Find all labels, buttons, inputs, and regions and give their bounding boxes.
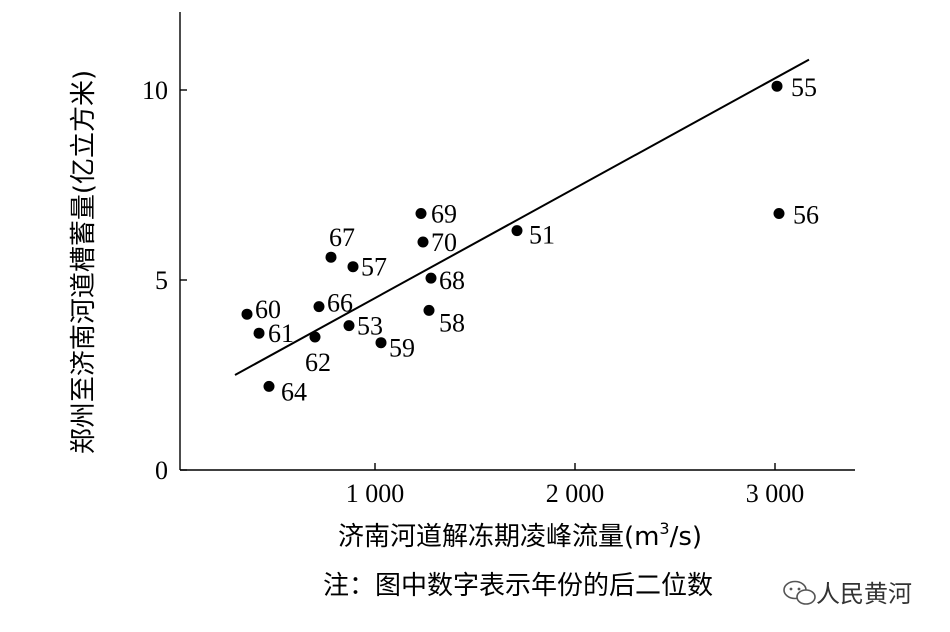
data-points <box>241 80 785 392</box>
point-label: 68 <box>439 266 465 295</box>
x-axis-title-main: 济南河道解冻期凌峰流量(m <box>338 522 659 552</box>
x-tick-label: 1 000 <box>346 479 405 508</box>
x-axis-title-sup: 3 <box>659 519 669 538</box>
data-point <box>347 261 359 273</box>
y-tick-label: 5 <box>155 266 168 295</box>
watermark-text: 人民黄河 <box>816 580 912 608</box>
data-point <box>325 251 337 263</box>
axes: 0 5 10 1 000 2 000 3 000 <box>142 12 855 508</box>
point-label: 58 <box>439 308 465 337</box>
trend-line <box>234 58 810 376</box>
data-point <box>771 80 783 92</box>
trendline-group <box>234 58 810 376</box>
data-point <box>263 380 275 392</box>
chat-bubble-icon <box>783 580 816 605</box>
y-tick-label: 10 <box>142 76 168 105</box>
data-point <box>313 301 325 313</box>
watermark: 人民黄河 <box>783 580 912 608</box>
x-axis-title-tail: /s) <box>670 522 702 552</box>
data-point <box>425 272 437 284</box>
data-point <box>417 236 429 248</box>
data-point <box>423 304 435 316</box>
point-label: 70 <box>431 228 457 257</box>
point-label: 62 <box>305 348 331 377</box>
point-label: 66 <box>327 289 353 318</box>
point-label: 55 <box>791 73 817 102</box>
x-tick-label: 3 000 <box>746 479 805 508</box>
x-axis-title: 济南河道解冻期凌峰流量(m3/s) <box>338 519 702 552</box>
data-point <box>511 225 523 237</box>
point-label: 51 <box>529 221 555 250</box>
point-label: 67 <box>329 223 355 252</box>
data-point <box>309 331 321 343</box>
point-label: 64 <box>281 377 307 406</box>
data-point <box>343 320 355 332</box>
data-point <box>253 327 265 339</box>
data-point <box>773 208 785 219</box>
point-label: 56 <box>793 201 819 230</box>
point-label: 53 <box>357 312 383 341</box>
data-point <box>375 337 387 349</box>
point-label: 57 <box>361 253 387 282</box>
x-tick-label: 2 000 <box>546 479 605 508</box>
point-label: 61 <box>268 319 294 348</box>
point-label: 69 <box>431 200 457 229</box>
point-label: 59 <box>389 334 415 363</box>
data-point <box>415 208 427 219</box>
data-point <box>241 308 253 320</box>
y-tick-label: 0 <box>155 456 168 485</box>
point-label: 60 <box>255 295 281 324</box>
footnote: 注：图中数字表示年份的后二位数 <box>323 571 713 601</box>
y-axis-title: 郑州至济南河道槽蓄量(亿立方米) <box>69 70 99 454</box>
